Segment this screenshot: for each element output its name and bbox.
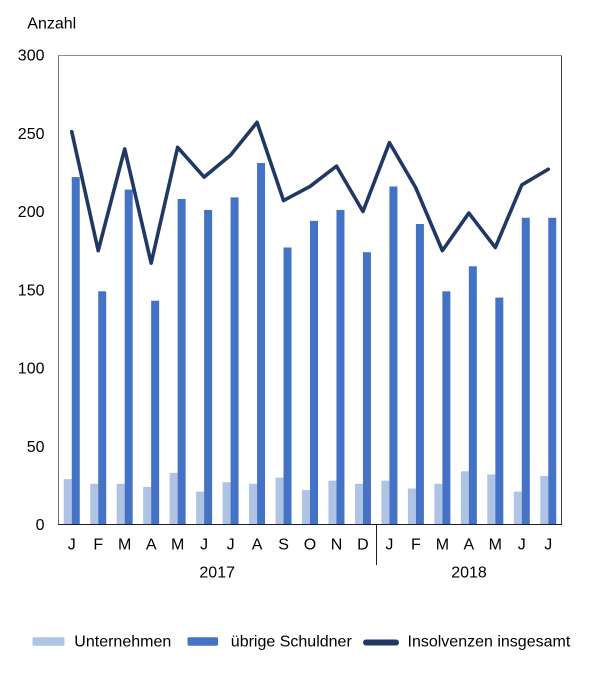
svg-text:O: O <box>304 537 316 554</box>
svg-text:Anzahl: Anzahl <box>27 15 76 32</box>
svg-text:250: 250 <box>18 126 45 143</box>
svg-text:A: A <box>146 537 157 554</box>
svg-text:A: A <box>252 537 263 554</box>
svg-text:M: M <box>489 537 502 554</box>
svg-text:J: J <box>385 537 393 554</box>
svg-text:Insolvenzen insgesamt: Insolvenzen insgesamt <box>408 633 571 650</box>
svg-text:M: M <box>436 537 449 554</box>
svg-text:2018: 2018 <box>451 565 487 582</box>
svg-text:J: J <box>227 537 235 554</box>
svg-text:50: 50 <box>27 439 45 456</box>
svg-text:J: J <box>200 537 208 554</box>
svg-text:M: M <box>118 537 131 554</box>
svg-text:N: N <box>331 537 343 554</box>
svg-text:J: J <box>518 537 526 554</box>
svg-text:150: 150 <box>18 282 45 299</box>
svg-text:0: 0 <box>36 517 45 534</box>
svg-text:200: 200 <box>18 204 45 221</box>
svg-text:2017: 2017 <box>199 565 235 582</box>
svg-text:F: F <box>93 537 103 554</box>
svg-text:S: S <box>278 537 289 554</box>
svg-text:A: A <box>464 537 475 554</box>
svg-text:M: M <box>171 537 184 554</box>
svg-text:übrige Schuldner: übrige Schuldner <box>231 633 353 650</box>
svg-text:Unternehmen: Unternehmen <box>74 633 171 650</box>
svg-text:300: 300 <box>18 48 45 65</box>
svg-text:F: F <box>411 537 421 554</box>
svg-text:100: 100 <box>18 361 45 378</box>
svg-text:J: J <box>544 537 552 554</box>
svg-text:J: J <box>68 537 76 554</box>
svg-text:D: D <box>357 537 369 554</box>
